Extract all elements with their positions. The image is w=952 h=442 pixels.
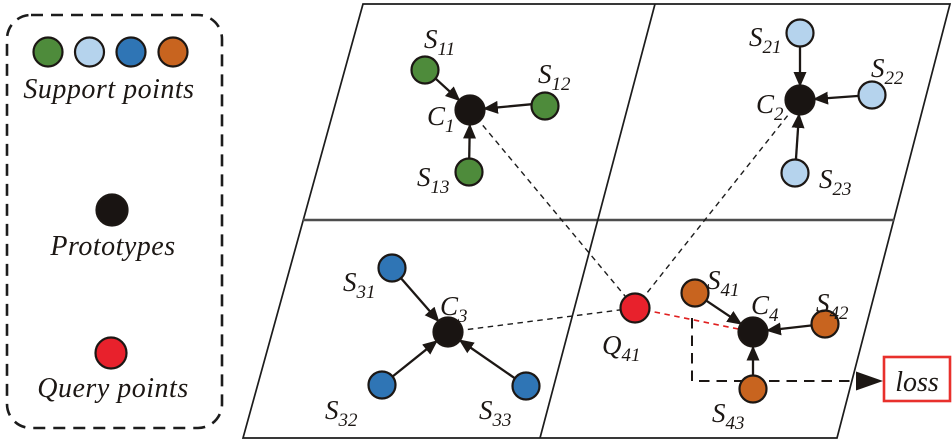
prototype-c3 <box>432 316 464 348</box>
prototype-c1 <box>454 94 486 126</box>
label-s11: S11 <box>424 24 455 60</box>
arrow-s12-c1 <box>482 100 533 114</box>
support-point-s33 <box>511 371 541 401</box>
label-s32: S32 <box>325 395 358 431</box>
legend-swatches <box>32 36 189 370</box>
support-point-s22 <box>857 80 887 110</box>
loss-box <box>882 355 952 403</box>
label-s13: S13 <box>417 162 450 198</box>
support-point-s21 <box>785 18 815 48</box>
prototype-c2 <box>784 84 816 116</box>
data-points <box>367 18 887 404</box>
legend-swatch-prototype-icon <box>95 193 129 227</box>
legend-query-label: Query points <box>37 373 188 404</box>
label-q41: Q41 <box>602 330 641 366</box>
label-c1: C1 <box>427 101 455 137</box>
legend-swatch-orange-icon <box>157 36 189 68</box>
support-point-s32 <box>367 370 397 400</box>
support-point-s31 <box>377 253 407 283</box>
quadrant-divider-vertical <box>539 3 656 439</box>
legend-swatch-lightblue-icon <box>73 36 106 68</box>
support-point-s23 <box>780 158 810 188</box>
legend: Support points Prototypes Query points <box>5 13 224 430</box>
distance-line-c3-q41 <box>447 307 636 333</box>
support-point-s13 <box>454 157 484 187</box>
label-s33: S33 <box>479 395 512 431</box>
node-labels: S11 S12 S13 C1 S21 S22 S23 C2 S31 S32 S3… <box>325 22 904 434</box>
support-point-s43 <box>738 374 768 404</box>
legend-swatch-green-icon <box>32 36 64 68</box>
legend-border <box>5 13 224 430</box>
distance-line-c1-q41 <box>469 109 636 309</box>
label-s22: S22 <box>871 53 904 89</box>
label-s43: S43 <box>712 398 745 434</box>
label-s21: S21 <box>749 22 782 58</box>
label-c3: C3 <box>440 291 468 327</box>
support-point-s42 <box>810 309 840 339</box>
arrow-s41-c4 <box>705 299 743 326</box>
arrow-s31-c3 <box>399 277 440 323</box>
support-point-s12 <box>530 91 560 121</box>
label-s42: S42 <box>816 288 849 324</box>
distance-line-q41-c4 <box>634 307 754 333</box>
label-s12: S12 <box>538 59 571 95</box>
label-c4: C4 <box>751 290 779 326</box>
legend-swatch-blue-icon <box>115 36 147 68</box>
support-arrows <box>391 46 860 380</box>
legend-support-label: Support points <box>23 74 194 105</box>
loss-label: loss <box>895 367 939 398</box>
loss-connector <box>691 318 856 382</box>
query-point-q41 <box>619 292 651 324</box>
arrow-s42-c4 <box>765 322 813 336</box>
arrow-s32-c3 <box>391 339 438 378</box>
arrow-s13-c1 <box>463 123 477 160</box>
prototype-c4 <box>737 316 769 348</box>
legend-swatch-query-icon <box>94 336 128 370</box>
label-s41: S41 <box>707 265 740 301</box>
support-point-s41 <box>680 278 710 308</box>
label-s23: S23 <box>819 164 852 200</box>
arrow-s33-c3 <box>458 339 516 380</box>
loss-connector-arrowhead-icon <box>856 371 883 391</box>
support-point-s11 <box>410 55 440 85</box>
arrow-s22-c2 <box>813 91 860 105</box>
label-c2: C2 <box>756 89 784 125</box>
arrow-s23-c2 <box>791 113 805 161</box>
label-s31: S31 <box>343 267 376 303</box>
distance-line-c2-q41 <box>634 99 801 309</box>
legend-prototypes-label: Prototypes <box>49 231 175 262</box>
arrow-s11-c1 <box>433 76 461 102</box>
